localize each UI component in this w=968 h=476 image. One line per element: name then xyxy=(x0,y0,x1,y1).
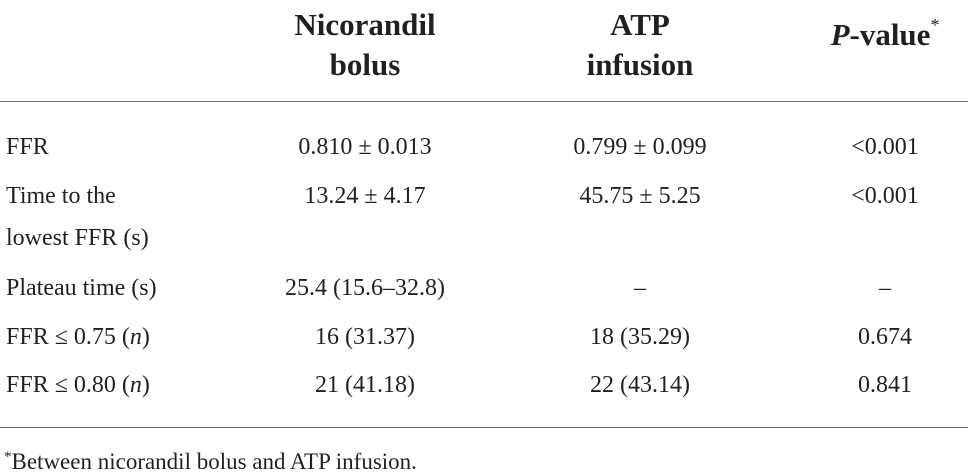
row-label-italic: n xyxy=(129,324,142,350)
cell-pvalue: <0.001 xyxy=(851,134,919,160)
cell-pvalue: 0.674 xyxy=(858,324,912,350)
row-label: Plateau time (s) xyxy=(6,275,157,301)
column-header-atp-line1: ATP xyxy=(610,7,670,42)
footnote-mark: * xyxy=(4,449,12,465)
row-label-prefix: FFR ≤ 0.80 ( xyxy=(6,372,130,398)
row-label-italic: n xyxy=(129,372,142,398)
cell-nicorandil: 0.810 ± 0.013 xyxy=(298,134,432,160)
row-label: FFR xyxy=(6,134,49,160)
column-header-atp-line2: infusion xyxy=(586,47,694,82)
row-label: Time to the lowest FFR (s) xyxy=(6,175,256,259)
row-label-suffix: ) xyxy=(141,372,150,398)
row-label-suffix: ) xyxy=(141,324,150,350)
cell-atp: 45.75 ± 5.25 xyxy=(579,183,701,209)
cell-nicorandil: 13.24 ± 4.17 xyxy=(304,183,426,209)
row-label-line2: lowest FFR (s) xyxy=(6,225,149,251)
row-label-line1: Time to the xyxy=(6,183,116,209)
cell-atp: 18 (35.29) xyxy=(590,324,690,350)
cell-nicorandil: 21 (41.18) xyxy=(315,372,415,398)
column-header-pvalue-rest: -value xyxy=(849,17,931,52)
footer-divider xyxy=(0,427,968,428)
cell-pvalue: – xyxy=(879,275,891,301)
cell-nicorandil: 16 (31.37) xyxy=(315,324,415,350)
column-header-nicorandil-line1: Nicorandil xyxy=(294,7,436,42)
table-footnote: *Between nicorandil bolus and ATP infusi… xyxy=(4,443,417,476)
column-header-pvalue: P-value* xyxy=(800,5,968,55)
cell-pvalue: <0.001 xyxy=(851,183,919,209)
row-label: FFR ≤ 0.80 (n) xyxy=(6,364,256,406)
column-header-nicorandil-line2: bolus xyxy=(329,47,401,82)
row-label: FFR ≤ 0.75 (n) xyxy=(6,316,256,358)
cell-atp: 0.799 ± 0.099 xyxy=(573,134,707,160)
cell-atp: – xyxy=(634,275,646,301)
cell-atp: 22 (43.14) xyxy=(590,372,690,398)
footnote-text: Between nicorandil bolus and ATP infusio… xyxy=(11,449,417,474)
cell-pvalue: 0.841 xyxy=(858,372,912,398)
header-divider xyxy=(0,101,968,102)
cell-nicorandil: 25.4 (15.6–32.8) xyxy=(285,275,445,301)
column-header-pvalue-italic: P xyxy=(830,17,850,52)
column-header-atp: ATP infusion xyxy=(530,5,750,85)
column-header-pvalue-mark: * xyxy=(930,15,940,35)
column-header-nicorandil: Nicorandil bolus xyxy=(255,5,475,85)
row-label-prefix: FFR ≤ 0.75 ( xyxy=(6,324,130,350)
